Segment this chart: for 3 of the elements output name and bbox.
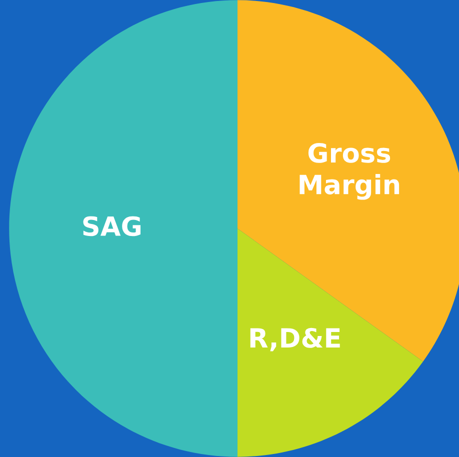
slice-label: R,D&E	[250, 328, 340, 352]
slice-label: SAG	[83, 216, 140, 236]
slice-label: Gross Margin	[300, 142, 400, 200]
